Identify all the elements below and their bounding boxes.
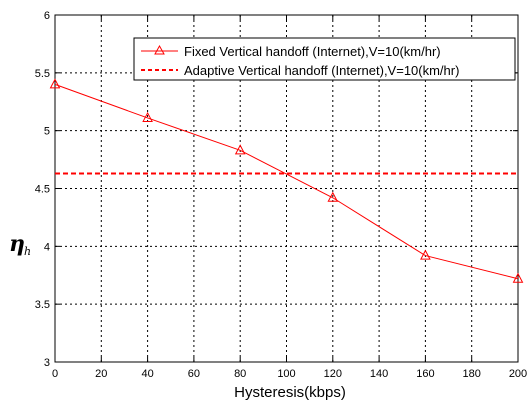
- y-tick-label: 5.5: [35, 68, 50, 80]
- legend-marker-fixed: [154, 44, 165, 55]
- x-tick-label: 100: [277, 368, 295, 380]
- y-tick-label: 6: [44, 10, 50, 22]
- data-point-marker: [420, 249, 431, 260]
- legend: Fixed Vertical handoff (Internet),V=10(k…: [133, 37, 516, 81]
- y-axis-symbol: η: [9, 231, 25, 257]
- x-tick-label: 120: [324, 368, 342, 380]
- data-point-marker: [49, 78, 61, 89]
- y-tick-label: 4.5: [35, 184, 50, 196]
- series-layer: [49, 78, 524, 283]
- x-tick-label: 40: [141, 368, 153, 380]
- x-tick-label: 0: [52, 368, 58, 380]
- y-tick-label: 3: [44, 357, 50, 369]
- legend-box: [133, 37, 516, 81]
- legend-label-adaptive: Adaptive Vertical handoff (Internet),V=1…: [184, 63, 459, 78]
- x-tick-label: 140: [370, 368, 388, 380]
- x-tick-label: 180: [463, 368, 481, 380]
- x-tick-label: 60: [188, 368, 200, 380]
- y-tick-label: 4: [44, 241, 50, 253]
- series-fixed-line: [54, 83, 519, 280]
- data-point-marker: [327, 191, 339, 202]
- legend-label-fixed: Fixed Vertical handoff (Internet),V=10(k…: [184, 44, 441, 59]
- y-tick-label: 5: [44, 126, 50, 138]
- y-axis-subscript: h: [24, 245, 31, 258]
- x-tick-label: 160: [416, 368, 434, 380]
- axis-ticks: 0 20 40 60 80 100 120 140 160 180 200 3 3.5 4 4.5 5 5.5 6: [35, 10, 527, 380]
- x-tick-label: 200: [509, 368, 527, 380]
- data-point-marker: [142, 111, 153, 122]
- y-axis-label: η h: [9, 231, 31, 258]
- x-tick-label: 80: [234, 368, 246, 380]
- data-point-marker: [234, 144, 246, 155]
- x-tick-label: 20: [95, 368, 107, 380]
- x-axis-label: Hysteresis(kbps): [234, 384, 346, 401]
- data-point-marker: [512, 272, 524, 283]
- y-tick-label: 3.5: [35, 299, 50, 311]
